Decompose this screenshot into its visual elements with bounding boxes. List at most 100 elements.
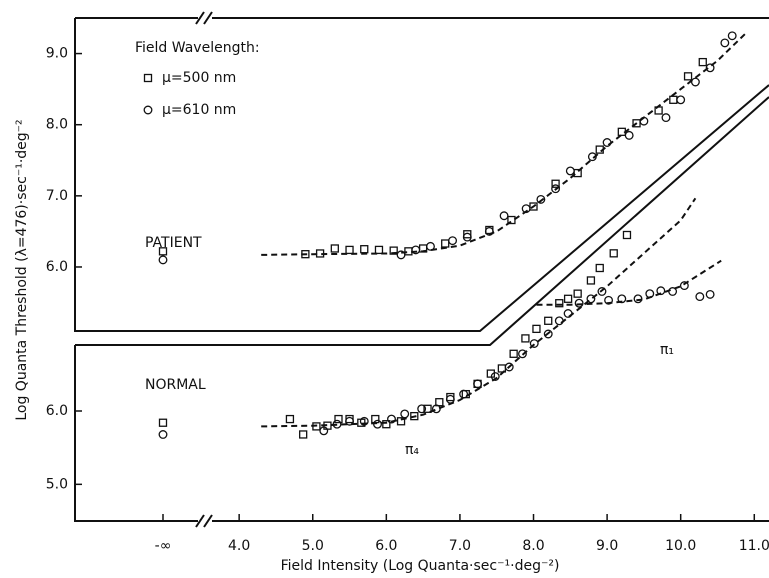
circle-point xyxy=(656,286,666,296)
circle-point xyxy=(668,287,678,296)
circle-point xyxy=(373,419,382,429)
square-point xyxy=(521,334,530,343)
circle-point xyxy=(705,63,715,73)
x-tick-label: 8.0 xyxy=(522,538,544,554)
y-tick-label: 6.0 xyxy=(46,259,68,275)
y-tick-label: 7.0 xyxy=(46,188,68,204)
upper-frame xyxy=(74,17,769,332)
circle-point xyxy=(396,250,406,260)
circle-point xyxy=(387,414,396,424)
circle-point xyxy=(597,287,607,296)
fit-curve xyxy=(536,259,722,306)
square-point xyxy=(158,247,168,256)
circle-point xyxy=(551,184,561,194)
square-point xyxy=(507,215,516,225)
square-point xyxy=(158,418,168,427)
x-tick-label: 7.0 xyxy=(449,538,471,554)
square-point xyxy=(345,245,354,255)
square-point xyxy=(586,276,596,285)
square-point xyxy=(463,230,472,239)
square-point xyxy=(595,263,604,273)
circle-point xyxy=(518,349,527,359)
square-point xyxy=(573,289,582,298)
square-point xyxy=(683,72,693,81)
square-point xyxy=(486,369,495,378)
square-point xyxy=(622,230,632,240)
circle-point xyxy=(624,130,634,140)
lower-frame xyxy=(74,96,769,522)
x-axis-label: Field Intensity (Log Quanta·sec⁻¹·deg⁻²) xyxy=(281,558,560,574)
legend-marker xyxy=(143,105,153,115)
circle-point xyxy=(586,294,596,304)
x-tick-label: 6.0 xyxy=(375,538,397,554)
square-point xyxy=(374,245,384,255)
circle-point xyxy=(587,152,597,162)
circle-point xyxy=(490,372,500,381)
square-point xyxy=(654,106,663,115)
circle-point xyxy=(645,289,655,299)
circle-point xyxy=(426,241,435,251)
square-point xyxy=(396,417,406,426)
circle-point xyxy=(661,113,671,123)
circle-point xyxy=(499,211,509,221)
circle-point xyxy=(332,419,342,429)
square-point xyxy=(301,250,310,259)
circle-point xyxy=(411,245,421,255)
circle-point xyxy=(720,38,730,48)
circle-point xyxy=(565,166,575,176)
circle-point xyxy=(431,404,441,414)
y-tick-label: 6.0 xyxy=(46,403,68,419)
circle-point xyxy=(462,232,472,242)
axis-break xyxy=(195,11,213,528)
circle-point xyxy=(448,236,458,246)
circle-point xyxy=(563,309,573,318)
circle-point xyxy=(417,404,427,414)
circle-point xyxy=(543,329,553,339)
square-point xyxy=(360,245,369,254)
circle-point xyxy=(617,294,627,304)
square-point xyxy=(423,404,432,413)
square-point xyxy=(551,179,560,188)
square-point xyxy=(609,249,618,258)
circle-point xyxy=(604,295,614,305)
y-tick-label: 9.0 xyxy=(46,46,68,62)
square-point xyxy=(330,244,339,253)
circle-point xyxy=(504,362,514,372)
circle-point xyxy=(158,430,168,439)
circle-point xyxy=(690,77,700,87)
legend-marker xyxy=(143,73,153,83)
square-point xyxy=(555,299,564,308)
panel-label: PATIENT xyxy=(145,235,202,251)
square-point xyxy=(371,414,380,424)
circle-point xyxy=(473,379,483,389)
square-point xyxy=(382,420,391,429)
square-point xyxy=(563,294,573,303)
circle-point xyxy=(445,394,455,404)
circle-point xyxy=(521,204,531,214)
y-tick-label: 5.0 xyxy=(46,476,68,492)
square-point xyxy=(441,239,450,248)
x-tick-label: 10.0 xyxy=(665,538,696,554)
y-axis-label: Log Quanta Threshold (λ=476)·sec⁻¹·deg⁻² xyxy=(14,119,30,420)
x-tick-label: 5.0 xyxy=(302,538,324,554)
square-point xyxy=(544,316,553,325)
x-tick-label: 4.0 xyxy=(228,538,250,554)
legend-title: Field Wavelength: xyxy=(135,40,260,56)
square-point xyxy=(509,349,518,358)
curve-label: π₁ xyxy=(660,342,674,358)
circle-point xyxy=(727,31,737,41)
circle-point xyxy=(319,426,329,436)
square-point xyxy=(617,127,626,136)
circle-point xyxy=(400,409,410,419)
circle-point xyxy=(705,289,715,299)
square-point xyxy=(299,430,308,439)
square-point xyxy=(595,145,604,154)
circle-point xyxy=(484,226,494,236)
circle-point xyxy=(574,298,584,308)
circle-point xyxy=(676,95,686,105)
circle-point xyxy=(345,416,354,426)
circle-point xyxy=(536,194,546,204)
x-tick-label: 11.0 xyxy=(739,538,769,554)
circle-point xyxy=(529,339,539,348)
